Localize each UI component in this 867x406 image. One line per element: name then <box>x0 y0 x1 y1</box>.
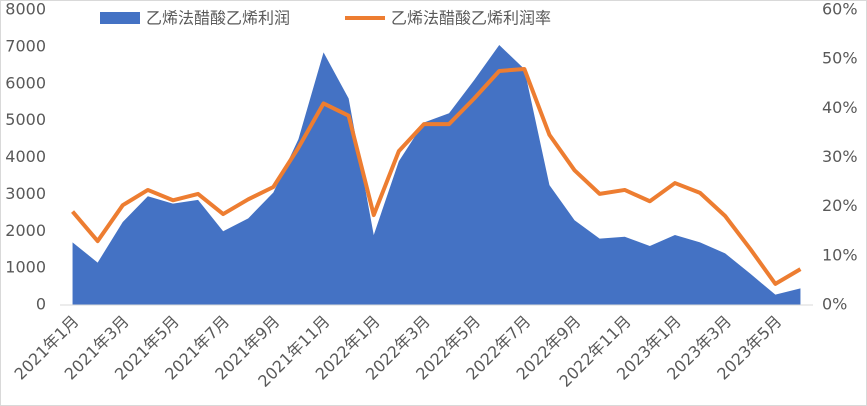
y-tick-label: 3000 <box>5 184 46 203</box>
line <box>71 67 802 286</box>
legend-label: 乙烯法醋酸乙烯利润率 <box>391 9 551 28</box>
legend-swatch <box>100 12 140 24</box>
y2-tick-label: 0% <box>822 295 847 314</box>
y-tick-label: 5000 <box>5 110 46 129</box>
y-tick-label: 8000 <box>5 0 46 19</box>
y-tick-label: 0 <box>36 295 46 314</box>
legend-label: 乙烯法醋酸乙烯利润 <box>146 9 290 28</box>
y2-tick-label: 50% <box>822 49 858 68</box>
y2-tick-label: 30% <box>822 147 858 166</box>
y2-tick-label: 40% <box>822 98 858 117</box>
y2-tick-label: 10% <box>822 245 858 264</box>
y-tick-label: 4000 <box>5 147 46 166</box>
y-tick-label: 2000 <box>5 221 46 240</box>
y-tick-label: 6000 <box>5 73 46 92</box>
y-tick-label: 7000 <box>5 36 46 55</box>
y2-tick-label: 60% <box>822 0 858 19</box>
area <box>72 45 801 305</box>
y-tick-label: 1000 <box>5 258 46 277</box>
y2-tick-label: 20% <box>822 196 858 215</box>
